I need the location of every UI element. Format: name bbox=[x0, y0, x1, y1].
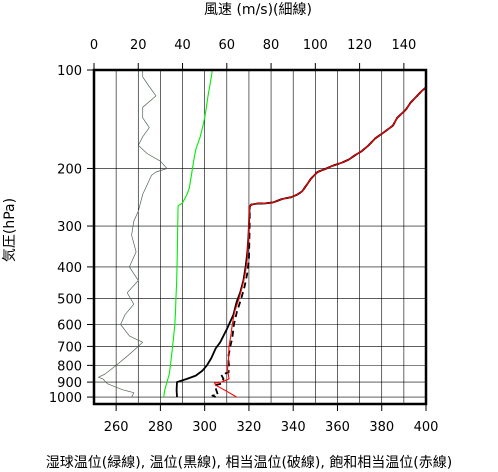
y-tick-label-700: 700 bbox=[57, 340, 82, 355]
x-tick-label-400: 400 bbox=[414, 420, 439, 435]
grid bbox=[93, 69, 427, 404]
x-tick-label-260: 260 bbox=[104, 420, 129, 435]
x-axis-title: 湿球温位(緑線), 温位(黒線), 相当温位(破線), 飽和相当温位(赤線) bbox=[46, 454, 452, 471]
series-line-3 bbox=[214, 86, 427, 398]
y-tick-label-800: 800 bbox=[57, 359, 82, 374]
y-tick-label-400: 400 bbox=[57, 261, 82, 276]
y-tick-label-100: 100 bbox=[57, 64, 82, 79]
plot-frame bbox=[92, 68, 428, 406]
top-tick-label-120: 120 bbox=[347, 38, 372, 53]
series-line-1 bbox=[175, 86, 427, 398]
y-tick-label-200: 200 bbox=[57, 162, 82, 177]
x-tick-label-280: 280 bbox=[148, 420, 173, 435]
top-tick-label-140: 140 bbox=[391, 38, 416, 53]
series-line-0 bbox=[163, 69, 213, 398]
top-tick-label-0: 0 bbox=[90, 38, 98, 53]
top-tick-label-20: 20 bbox=[130, 38, 147, 53]
top-tick-label-100: 100 bbox=[303, 38, 328, 53]
x-tick-label-360: 360 bbox=[325, 420, 350, 435]
series-line-4 bbox=[98, 70, 168, 398]
top-axis-title: 風速 (m/s)(細線) bbox=[204, 2, 312, 18]
y-tick-label-900: 900 bbox=[57, 376, 82, 391]
series-line-2 bbox=[211, 86, 427, 398]
x-tick-label-300: 300 bbox=[192, 420, 217, 435]
ticks bbox=[87, 63, 427, 411]
x-tick-label-380: 380 bbox=[369, 420, 394, 435]
y-tick-label-300: 300 bbox=[57, 220, 82, 235]
top-tick-label-80: 80 bbox=[263, 38, 280, 53]
y-tick-label-500: 500 bbox=[57, 293, 82, 308]
top-tick-label-40: 40 bbox=[174, 38, 191, 53]
y-tick-label-1000: 1000 bbox=[49, 391, 82, 406]
y-axis-title: 気圧(hPa) bbox=[2, 198, 18, 262]
y-tick-label-600: 600 bbox=[57, 319, 82, 334]
top-tick-label-60: 60 bbox=[219, 38, 236, 53]
x-tick-label-340: 340 bbox=[281, 420, 306, 435]
x-tick-label-320: 320 bbox=[237, 420, 262, 435]
series-group bbox=[98, 69, 427, 398]
